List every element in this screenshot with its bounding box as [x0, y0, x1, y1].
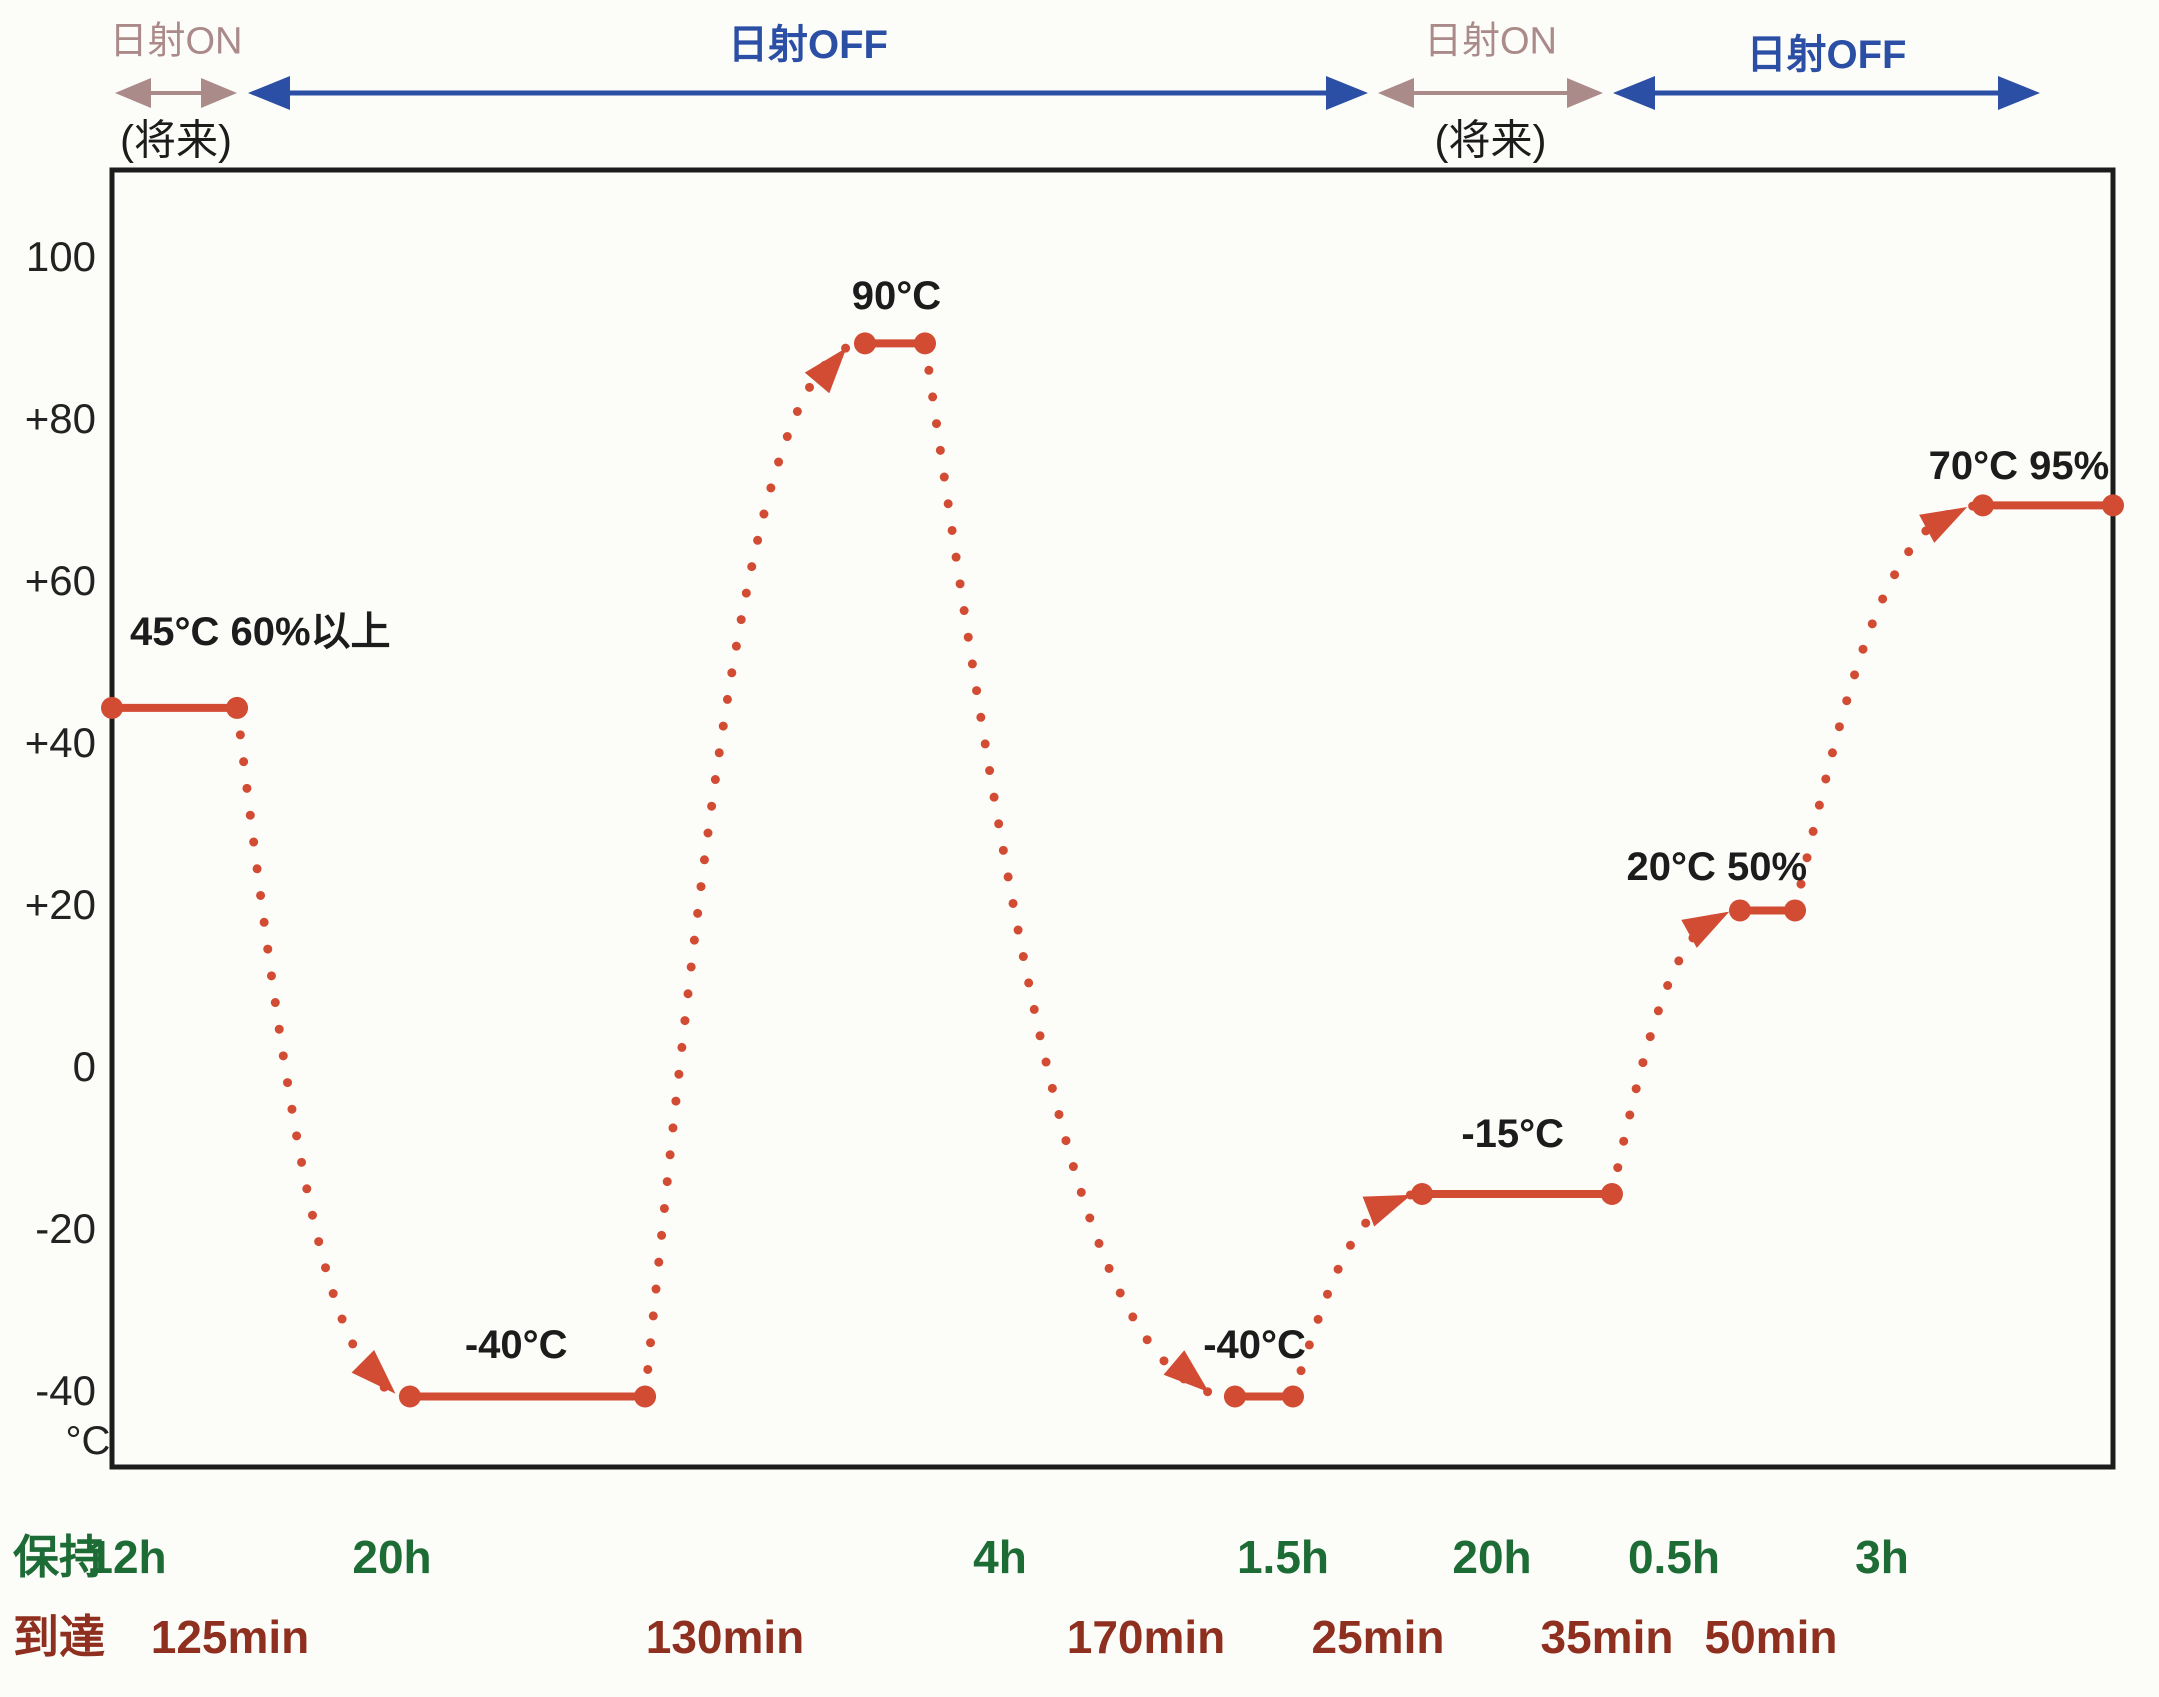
- reach-time-value: 25min: [1312, 1611, 1445, 1663]
- ramp-arrowhead: [804, 347, 847, 394]
- y-tick-label: 100: [26, 233, 96, 280]
- y-tick-label: 0: [73, 1043, 96, 1090]
- y-tick-label: -20: [35, 1205, 96, 1252]
- top-annotations: 日射ON (将来) 日射OFF 日射ON (将来) 日射OFF: [109, 20, 2040, 164]
- ramp-dotted-curve: [1790, 500, 1988, 915]
- ramp-arrowhead: [1163, 1350, 1210, 1393]
- hold-duration-value: 0.5h: [1628, 1531, 1720, 1583]
- ramp-dotted-curve: [1607, 905, 1745, 1199]
- profile-dot: [2102, 494, 2124, 517]
- y-axis-unit-label: °C: [66, 1419, 111, 1463]
- solar-off-arrow-left-arrowhead: [248, 76, 290, 110]
- temperature-label: -15°C: [1461, 1112, 1564, 1156]
- profile-dot: [101, 696, 123, 719]
- ramp-arrowhead: [1919, 507, 1968, 543]
- ramp-arrowhead: [1362, 1194, 1412, 1227]
- reach-time-value: 125min: [151, 1611, 310, 1663]
- reach-time-value: 130min: [646, 1611, 805, 1663]
- solar-on-arrow-right-arrowhead: [201, 78, 237, 108]
- profile-dot: [1971, 494, 1994, 517]
- temperature-label: 70°C 95%: [1929, 444, 2110, 488]
- temperature-label: 90°C: [852, 274, 941, 318]
- plot-frame: [109, 167, 2116, 1470]
- solar-on-label: 日射ON: [1424, 20, 1557, 62]
- solar-off-arrow-right-arrowhead: [1998, 76, 2040, 110]
- solar-on-arrow-right-arrowhead: [1567, 78, 1603, 108]
- y-tick-label: +40: [25, 719, 96, 766]
- solar-off-label: 日射OFF: [728, 23, 888, 67]
- plot-border: [109, 167, 2116, 1470]
- reach-time-value: 35min: [1541, 1611, 1674, 1663]
- hold-duration-value: 20h: [1452, 1531, 1531, 1583]
- ramp-arrowhead: [351, 1349, 396, 1394]
- hold-duration-value: 20h: [352, 1531, 431, 1583]
- solar-on-label: 日射ON: [109, 20, 242, 62]
- reach-time-value: 50min: [1705, 1611, 1838, 1663]
- solar-off-arrow-right-arrowhead: [1326, 76, 1368, 110]
- profile-dot: [1729, 899, 1752, 922]
- hold-duration-value: 4h: [973, 1531, 1027, 1583]
- temperature-label: -40°C: [465, 1323, 568, 1367]
- y-tick-label: +60: [25, 557, 96, 604]
- temperature-profile: [101, 332, 2124, 1408]
- solar-off-label: 日射OFF: [1747, 33, 1907, 77]
- y-axis: 100 +80 +60 +40 +20 0 -20 -40 °C: [25, 233, 111, 1463]
- reach-time-value: 170min: [1067, 1611, 1226, 1663]
- future-note-label: (将来): [1435, 117, 1547, 164]
- temperature-labels: 45°C 60%以上 -40°C 90°C -40°C -15°C 20°C 50% 70°…: [130, 274, 2109, 1367]
- hold-duration-value: 3h: [1855, 1531, 1909, 1583]
- solar-on-arrow-left-arrowhead: [1378, 78, 1414, 108]
- hold-duration-value: 12h: [87, 1531, 166, 1583]
- ramp-dotted-curve: [920, 338, 1240, 1402]
- reach-row-label: 到達: [13, 1611, 105, 1663]
- profile-dot: [1411, 1182, 1434, 1205]
- ramp-dotted-curve: [232, 703, 415, 1402]
- ramp-dotted-curve: [1288, 1189, 1427, 1402]
- temperature-label: 45°C 60%以上: [130, 610, 391, 654]
- reach-time-row: 到達 125min 130min 170min 25min 35min 50min: [13, 1611, 1837, 1663]
- hold-duration-value: 1.5h: [1237, 1531, 1329, 1583]
- solar-off-arrow-left-arrowhead: [1613, 76, 1655, 110]
- ramp-dotted-curve: [640, 338, 870, 1402]
- solar-on-arrow-left-arrowhead: [115, 78, 151, 108]
- profile-dot: [398, 1385, 421, 1408]
- hold-row-label: 保持: [13, 1531, 105, 1583]
- y-tick-label: +20: [25, 881, 96, 928]
- y-tick-label: +80: [25, 395, 96, 442]
- future-note-label: (将来): [120, 117, 232, 164]
- profile-dot: [853, 332, 876, 355]
- y-tick-label: -40: [35, 1367, 96, 1414]
- temperature-label: 20°C 50%: [1627, 845, 1808, 889]
- temperature-label: -40°C: [1203, 1323, 1306, 1367]
- profile-dot: [1223, 1385, 1246, 1408]
- ramp-arrowhead: [1681, 911, 1730, 948]
